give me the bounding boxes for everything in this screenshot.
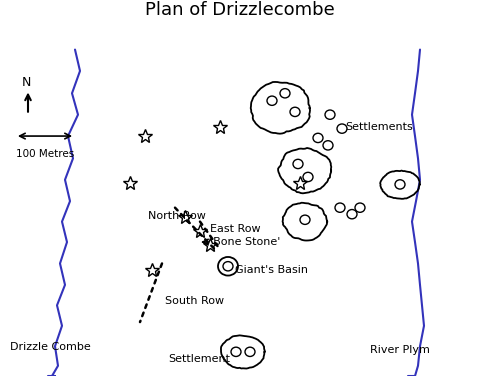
Text: 100 Metres: 100 Metres xyxy=(16,149,74,159)
Text: North Row: North Row xyxy=(148,211,206,221)
Text: 'Bone Stone': 'Bone Stone' xyxy=(210,237,280,247)
Text: Settlements: Settlements xyxy=(345,122,413,132)
Text: Giant's Basin: Giant's Basin xyxy=(235,265,308,275)
Text: East Row: East Row xyxy=(210,224,261,234)
Text: South Row: South Row xyxy=(165,296,224,306)
Text: Drizzle Combe: Drizzle Combe xyxy=(10,342,91,352)
Text: Settlement: Settlement xyxy=(168,354,230,364)
Text: Plan of Drizzlecombe: Plan of Drizzlecombe xyxy=(145,1,334,18)
Text: River Plym: River Plym xyxy=(370,345,430,355)
Text: N: N xyxy=(22,76,32,89)
